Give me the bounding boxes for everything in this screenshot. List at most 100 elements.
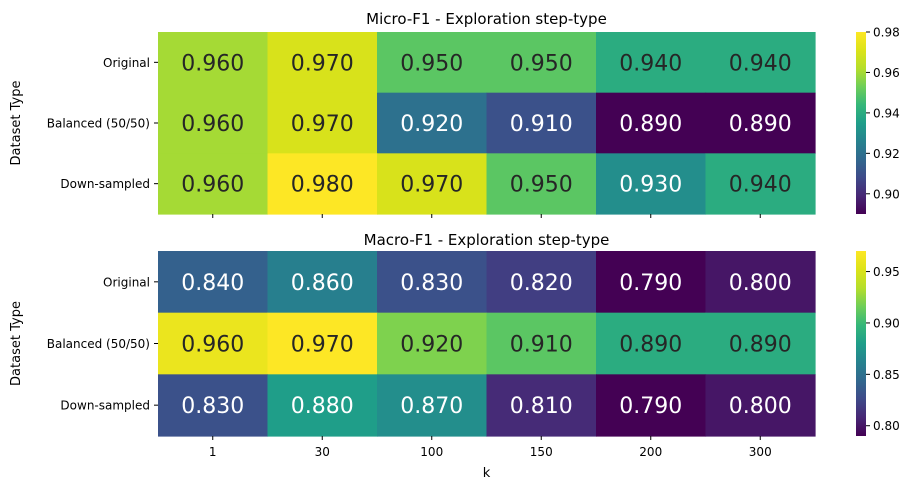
colorbar-tick-label: 0.80 [873,419,900,433]
heatmap-cell [377,312,488,375]
y-tick-label: Balanced (50/50) [47,337,150,351]
heatmap-cell [486,92,597,154]
cell-value-label: 0.870 [400,394,463,419]
cell-value-label: 0.970 [291,112,354,137]
cell-value-label: 0.980 [291,173,354,198]
cell-value-label: 0.920 [400,112,463,137]
y-tick-label: Balanced (50/50) [47,117,150,131]
cell-value-label: 0.890 [619,112,682,137]
colorbar-tick-label: 0.94 [873,106,900,120]
colorbar-tick-label: 0.85 [873,368,900,382]
heatmap-cell [705,32,816,94]
cell-value-label: 0.960 [181,112,244,137]
cell-value-label: 0.960 [181,51,244,76]
y-tick-label: Original [103,56,150,70]
cell-value-label: 0.820 [510,271,573,296]
x-tick-label: 150 [530,445,553,459]
heatmap-cell [596,92,707,154]
x-tick-label: 300 [749,445,772,459]
x-tick-label: 1 [209,445,217,459]
cell-value-label: 0.800 [729,394,792,419]
cell-value-label: 0.790 [619,394,682,419]
cell-value-label: 0.810 [510,394,573,419]
heatmap-cell [267,153,378,215]
heatmap-cell [267,32,378,94]
heatmap-cell [267,251,378,314]
heatmap-cell [377,92,488,154]
heatmap-cell [158,312,269,375]
heatmap-cell [705,312,816,375]
cell-value-label: 0.940 [619,51,682,76]
colorbar-tick-label: 0.96 [873,66,900,80]
colorbar-tick-label: 0.92 [873,147,900,161]
heatmap-cell [705,92,816,154]
heatmap-cell [377,251,488,314]
cell-value-label: 0.950 [510,173,573,198]
cell-value-label: 0.970 [291,51,354,76]
heatmap-cell [705,374,816,437]
heatmap-cell [158,32,269,94]
cell-value-label: 0.950 [400,51,463,76]
cell-value-label: 0.970 [291,333,354,358]
heatmap-cell [596,312,707,375]
cell-value-label: 0.890 [729,112,792,137]
colorbar-tick-label: 0.90 [873,316,900,330]
cell-value-label: 0.890 [729,333,792,358]
cell-value-label: 0.940 [729,51,792,76]
cell-value-label: 0.960 [181,333,244,358]
cell-value-label: 0.910 [510,112,573,137]
y-tick-label: Down-sampled [60,399,150,413]
x-tick-label: 30 [315,445,330,459]
colorbar-tick-label: 0.95 [873,265,900,279]
y-tick-label: Original [103,275,150,289]
heatmap-cell [486,312,597,375]
cell-value-label: 0.910 [510,333,573,358]
heatmap-cell [158,153,269,215]
y-tick-label: Down-sampled [60,177,150,191]
colorbar [856,251,866,436]
heatmap-panel-1: Micro-F1 - Exploration step-type 0.960 0.9… [9,10,900,218]
y-axis-label: Dataset Type [9,81,24,166]
heatmap-cell [158,251,269,314]
y-axis-label: Dataset Type [9,301,24,386]
heatmap-cell [705,251,816,314]
heatmap-cell [596,153,707,215]
cell-value-label: 0.800 [729,271,792,296]
cell-value-label: 0.940 [729,173,792,198]
cell-value-label: 0.860 [291,271,354,296]
cell-value-label: 0.970 [400,173,463,198]
heatmap-cell [486,153,597,215]
heatmap-cell [267,312,378,375]
heatmap-cell [705,153,816,215]
heatmap-cell [377,374,488,437]
colorbar [856,32,866,214]
heatmap-cell [377,153,488,215]
cell-value-label: 0.830 [181,394,244,419]
heatmap-cell [486,32,597,94]
heatmap-cell [158,374,269,437]
heatmap-cell [596,374,707,437]
cell-value-label: 0.840 [181,271,244,296]
heatmap-cell [596,32,707,94]
colorbar-tick-label: 0.98 [873,26,900,40]
heatmap-cell [596,251,707,314]
x-axis-label: k [483,466,491,481]
x-tick-label: 100 [420,445,443,459]
cell-value-label: 0.830 [400,271,463,296]
cell-value-label: 0.960 [181,173,244,198]
cell-value-label: 0.880 [291,394,354,419]
chart-title: Micro-F1 - Exploration step-type [366,10,607,28]
heatmap-cell [158,92,269,154]
heatmap-cell [267,92,378,154]
heatmap-cell [267,374,378,437]
heatmap-cell [377,32,488,94]
cell-value-label: 0.920 [400,333,463,358]
cell-value-label: 0.930 [619,173,682,198]
x-tick-label: 200 [639,445,662,459]
cell-value-label: 0.950 [510,51,573,76]
cell-value-label: 0.890 [619,333,682,358]
heatmap-cell [486,374,597,437]
heatmap-panel-2: Macro-F1 - Exploration step-type 0.840 0.8… [9,231,900,481]
colorbar-tick-label: 0.90 [873,187,900,201]
